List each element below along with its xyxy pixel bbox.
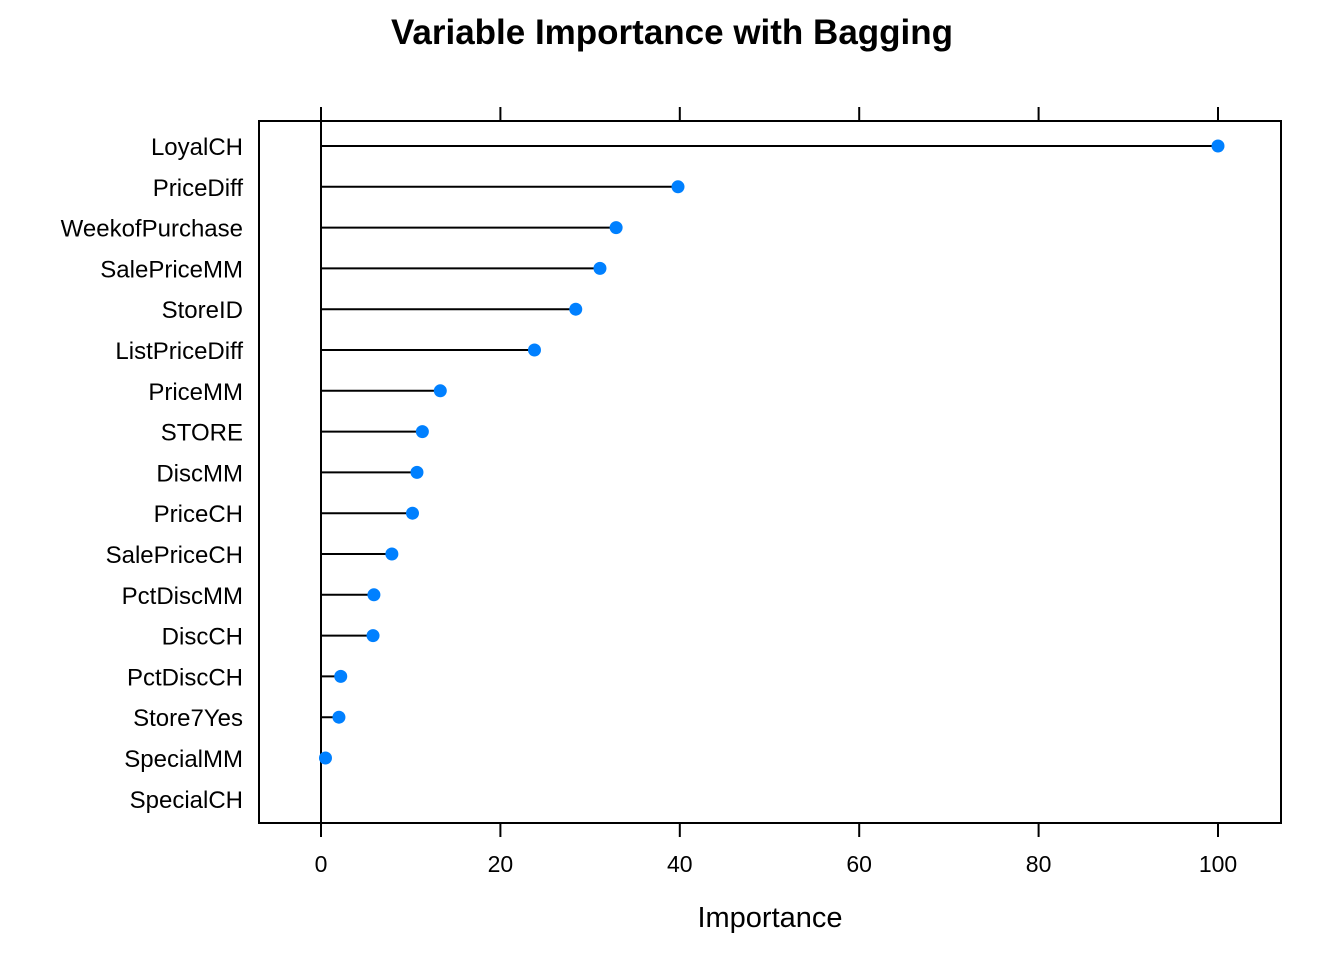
category-label: SpecialMM [124, 746, 243, 773]
category-label: PctDiscCH [127, 664, 243, 691]
category-label: PriceCH [154, 501, 243, 528]
category-label: LoyalCH [151, 134, 243, 161]
category-label: StoreID [162, 297, 243, 324]
axis-ticks: 0 20 40 60 80 100 [315, 107, 1237, 877]
category-label: SalePriceMM [100, 256, 243, 283]
x-tick-label: 20 [488, 851, 514, 877]
importance-point [415, 425, 429, 439]
x-tick-label: 100 [1199, 851, 1237, 877]
importance-point [527, 343, 541, 357]
importance-point [332, 710, 346, 724]
category-label: DiscCH [162, 624, 243, 651]
importance-point [334, 669, 348, 683]
importance-point [1211, 139, 1225, 153]
lollipop-stems [321, 145, 1218, 759]
x-tick-label: 80 [1026, 851, 1052, 877]
category-label: WeekofPurchase [61, 216, 243, 243]
category-label: STORE [161, 420, 243, 447]
importance-point [671, 180, 685, 194]
importance-point [366, 629, 380, 643]
importance-point [410, 465, 424, 479]
x-tick-label: 40 [667, 851, 693, 877]
importance-point [569, 302, 583, 316]
importance-point [318, 751, 332, 765]
chart-title: Variable Importance with Bagging [391, 13, 953, 52]
importance-point [367, 588, 381, 602]
importance-point [385, 547, 399, 561]
importance-point [405, 506, 419, 520]
importance-point [593, 261, 607, 275]
category-labels: LoyalCH PriceDiff WeekofPurchase SalePriceM… [61, 134, 244, 814]
x-tick-label: 0 [315, 851, 328, 877]
x-tick-label: 60 [846, 851, 872, 877]
plot-frame [258, 120, 1282, 824]
category-label: SpecialCH [130, 787, 243, 814]
lollipop-points [318, 139, 1225, 765]
x-axis-title: Importance [697, 902, 842, 934]
importance-point [433, 384, 447, 398]
category-label: PctDiscMM [122, 583, 243, 610]
category-label: SalePriceCH [106, 542, 243, 569]
category-label: ListPriceDiff [115, 338, 243, 365]
category-label: Store7Yes [133, 705, 243, 732]
category-label: DiscMM [156, 460, 243, 487]
importance-point [609, 221, 623, 235]
category-label: PriceDiff [153, 175, 244, 202]
category-label: PriceMM [148, 379, 243, 406]
